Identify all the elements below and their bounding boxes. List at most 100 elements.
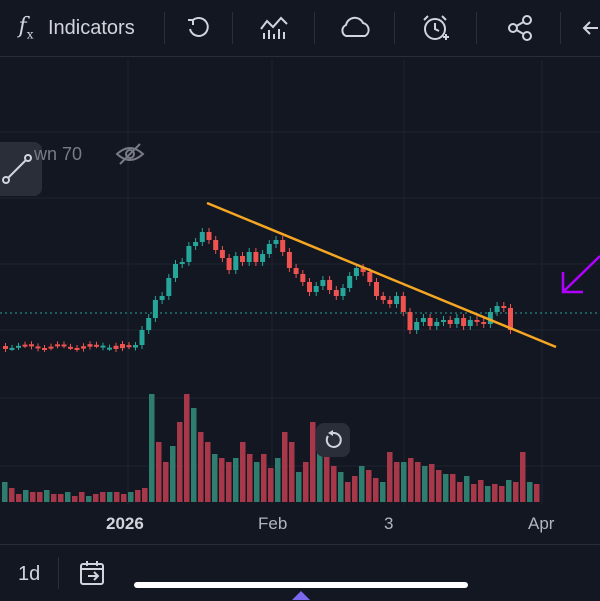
candle-body	[206, 232, 212, 240]
volume-bar	[86, 496, 92, 502]
candle-body	[481, 322, 487, 324]
volume-bar	[289, 442, 295, 502]
trendline	[206, 201, 557, 349]
candle-body	[293, 268, 299, 274]
volume-bar	[331, 466, 337, 502]
volume-bar	[128, 492, 134, 502]
candle-body	[253, 252, 259, 262]
volume-bar	[408, 458, 414, 502]
volume-bars	[2, 394, 540, 502]
volume-bar	[492, 484, 498, 502]
volume-bar	[324, 444, 330, 502]
candle-body	[260, 254, 266, 262]
volume-bar	[443, 474, 449, 502]
candle-body	[414, 322, 420, 330]
candle-body	[427, 318, 433, 326]
candle-body	[152, 300, 158, 318]
volume-bar	[261, 454, 267, 502]
candle-body	[434, 322, 440, 326]
top-toolbar: fx Indicators	[0, 0, 600, 57]
candle-body	[226, 258, 232, 270]
candle-body	[100, 345, 106, 348]
candle-body	[487, 312, 493, 324]
candle-body	[280, 240, 286, 252]
candle-body	[273, 240, 279, 244]
candle-body	[387, 300, 393, 304]
candle-body	[146, 318, 152, 330]
undo-icon[interactable]	[180, 0, 216, 56]
candle-body	[213, 240, 219, 250]
chart-grid	[0, 60, 600, 505]
volume-bar	[30, 492, 36, 502]
volume-bar	[23, 490, 29, 502]
candle-body	[29, 344, 34, 347]
volume-bar	[44, 490, 50, 502]
volume-bar	[478, 480, 484, 502]
volume-bar	[429, 464, 435, 502]
alarm-add-icon[interactable]	[416, 0, 454, 56]
go-to-date-icon[interactable]	[76, 557, 110, 589]
candle-body	[300, 274, 306, 282]
volume-bar	[135, 490, 141, 502]
candle-body	[94, 344, 99, 347]
candle-body	[16, 345, 21, 348]
cloud-icon[interactable]	[334, 0, 376, 56]
volume-bar	[233, 458, 239, 502]
volume-bar	[226, 462, 232, 502]
toolbar-divider	[164, 12, 165, 44]
candlesticks	[3, 228, 513, 352]
arrow-drawing	[561, 255, 600, 294]
candle-body	[467, 320, 473, 326]
candle-body	[107, 347, 112, 350]
candle-body	[9, 347, 15, 350]
volume-bar	[317, 452, 323, 502]
volume-bar	[296, 472, 302, 502]
candle-body	[494, 306, 500, 312]
share-icon[interactable]	[500, 0, 540, 56]
volume-bar	[520, 452, 526, 502]
volume-bar	[191, 408, 197, 502]
candle-body	[447, 320, 453, 324]
candle-body	[266, 244, 272, 254]
line-tool-button[interactable]	[0, 142, 42, 196]
volume-bar	[506, 480, 512, 502]
candle-body	[307, 282, 312, 292]
volume-bar	[93, 494, 99, 502]
volume-bar	[534, 484, 540, 502]
volume-bar	[415, 462, 421, 502]
candle-body	[407, 312, 413, 330]
volume-bar	[254, 462, 260, 502]
volume-bar	[198, 432, 204, 502]
volume-bar	[240, 442, 246, 502]
volume-bar	[58, 494, 64, 502]
candle-body	[474, 320, 480, 322]
interval-selector[interactable]: 1d	[18, 563, 41, 585]
compare-chart-icon[interactable]	[256, 0, 292, 56]
volume-bar	[513, 482, 519, 502]
back-arrow-icon[interactable]	[580, 0, 600, 56]
volume-bar	[205, 442, 211, 502]
candle-body	[133, 345, 138, 348]
candle-body	[68, 346, 73, 349]
candle-body	[360, 268, 366, 272]
fx-glyph: fx	[18, 14, 34, 42]
collapse-arrow-icon[interactable]	[292, 591, 310, 600]
candle-body	[199, 232, 205, 242]
volume-bar	[338, 472, 344, 502]
volume-bar	[268, 468, 274, 502]
candle-body	[42, 347, 47, 350]
volume-bar	[457, 482, 463, 502]
volume-bar	[2, 482, 8, 502]
volume-bar	[282, 432, 288, 502]
volume-bar	[436, 470, 442, 502]
function-icon[interactable]: fx	[12, 0, 40, 56]
volume-bar	[16, 494, 22, 502]
candle-body	[120, 344, 125, 349]
volume-bar	[9, 488, 15, 502]
hide-eye-icon[interactable]	[114, 140, 146, 168]
reset-icon	[325, 430, 342, 448]
reset-chart-button[interactable]	[316, 423, 350, 457]
price-chart[interactable]	[0, 57, 600, 542]
volume-bar	[380, 482, 386, 502]
indicators-button[interactable]: Indicators	[48, 0, 144, 56]
